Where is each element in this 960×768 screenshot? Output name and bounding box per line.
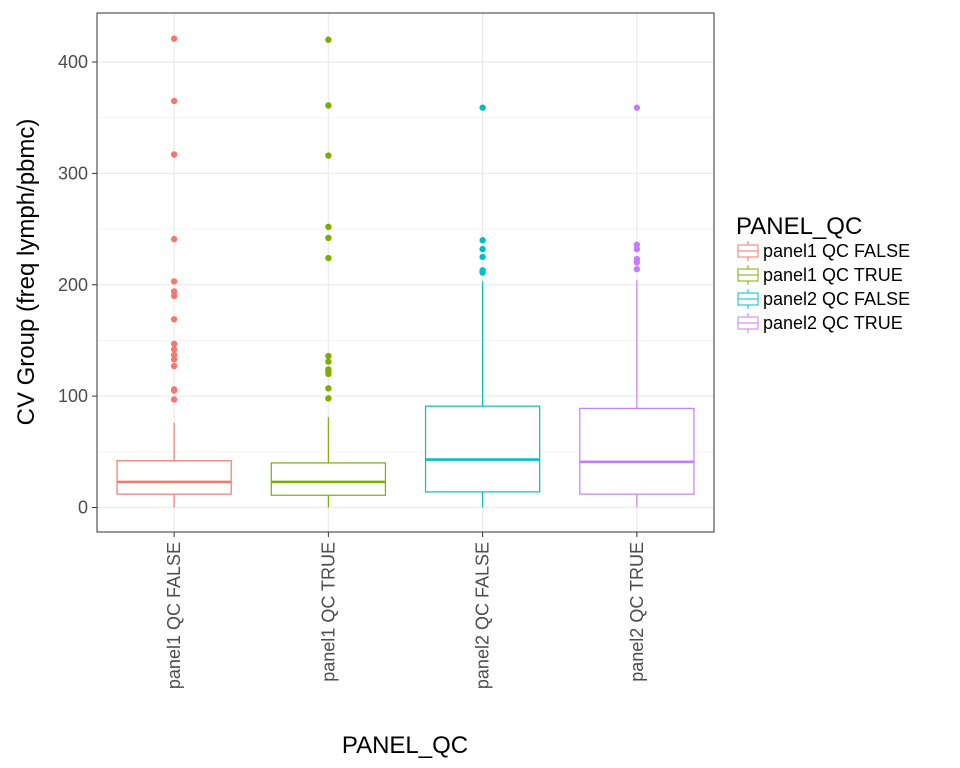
y-tick-label: 300 [58, 163, 88, 183]
outlier-point [479, 245, 486, 253]
outlier-point [170, 340, 178, 347]
outlier-point [325, 36, 332, 43]
outlier-point [170, 346, 178, 353]
outlier-point [170, 396, 178, 403]
legend-title: PANEL_QC [736, 213, 862, 240]
x-axis: panel1 QC FALSE panel1 QC TRUE panel2 QC F… [164, 532, 647, 689]
outlier-point [325, 352, 332, 360]
legend-items: panel1 QC FALSE panel1 QC TRUE panel2 QC F… [737, 241, 910, 333]
outlier-point [170, 292, 178, 300]
y-axis-title: CV Group (freq lymph/pbmc) [13, 119, 40, 426]
x-tick-label: panel2 QC TRUE [627, 542, 647, 682]
box-group [116, 35, 232, 508]
outlier-point [633, 265, 641, 273]
y-tick-label: 0 [78, 497, 88, 517]
x-axis-title: PANEL_QC [342, 732, 468, 759]
outlier-point [325, 385, 332, 392]
outlier-point [170, 278, 178, 285]
outlier-point [633, 241, 641, 248]
outlier-point [170, 316, 178, 323]
outlier-point [170, 386, 178, 393]
legend-label: panel1 QC TRUE [763, 265, 903, 285]
outlier-point [479, 104, 486, 111]
legend-item: panel1 QC FALSE [737, 241, 910, 261]
outlier-point [325, 234, 332, 242]
outlier-point [479, 253, 486, 261]
outlier-point [325, 102, 332, 109]
outlier-point [325, 152, 332, 159]
outlier-point [633, 104, 641, 111]
y-axis: 0 100 200 300 400 [58, 52, 97, 517]
legend-item: panel2 QC TRUE [737, 313, 903, 333]
outlier-point [170, 351, 178, 359]
outlier-point [325, 366, 332, 373]
box-group [579, 104, 695, 508]
outlier-point [170, 97, 178, 105]
outlier-point [325, 254, 332, 262]
box-iqr [424, 405, 541, 493]
outlier-point [479, 237, 486, 244]
outlier-point [170, 288, 178, 295]
outlier-point [325, 358, 332, 365]
plot-panel-border [96, 12, 715, 533]
outlier-point [325, 223, 332, 231]
y-tick-label: 200 [58, 275, 88, 295]
box-plots [116, 35, 695, 508]
y-tick-label: 400 [58, 52, 88, 72]
legend-label: panel1 QC FALSE [763, 241, 910, 261]
box-group [424, 104, 541, 508]
outlier-point [479, 267, 486, 274]
x-tick-label: panel1 QC TRUE [318, 542, 338, 682]
x-tick-label: panel2 QC FALSE [473, 542, 493, 689]
outlier-point [170, 235, 178, 243]
box-iqr [579, 407, 695, 495]
box-iqr [116, 460, 232, 495]
outlier-point [170, 35, 178, 42]
outlier-point [170, 362, 178, 370]
outlier-point [633, 245, 641, 253]
outlier-point [325, 395, 332, 402]
outlier-point [170, 356, 178, 363]
legend-item: panel2 QC FALSE [737, 289, 910, 309]
outlier-point [633, 255, 641, 263]
legend-label: panel2 QC FALSE [763, 289, 910, 309]
x-tick-label: panel1 QC FALSE [164, 542, 184, 689]
legend-label: panel2 QC TRUE [763, 313, 903, 333]
box-group [270, 36, 387, 508]
box-iqr [270, 462, 387, 496]
outlier-point [170, 151, 178, 158]
y-tick-label: 100 [58, 386, 88, 406]
legend-item: panel1 QC TRUE [737, 265, 903, 285]
